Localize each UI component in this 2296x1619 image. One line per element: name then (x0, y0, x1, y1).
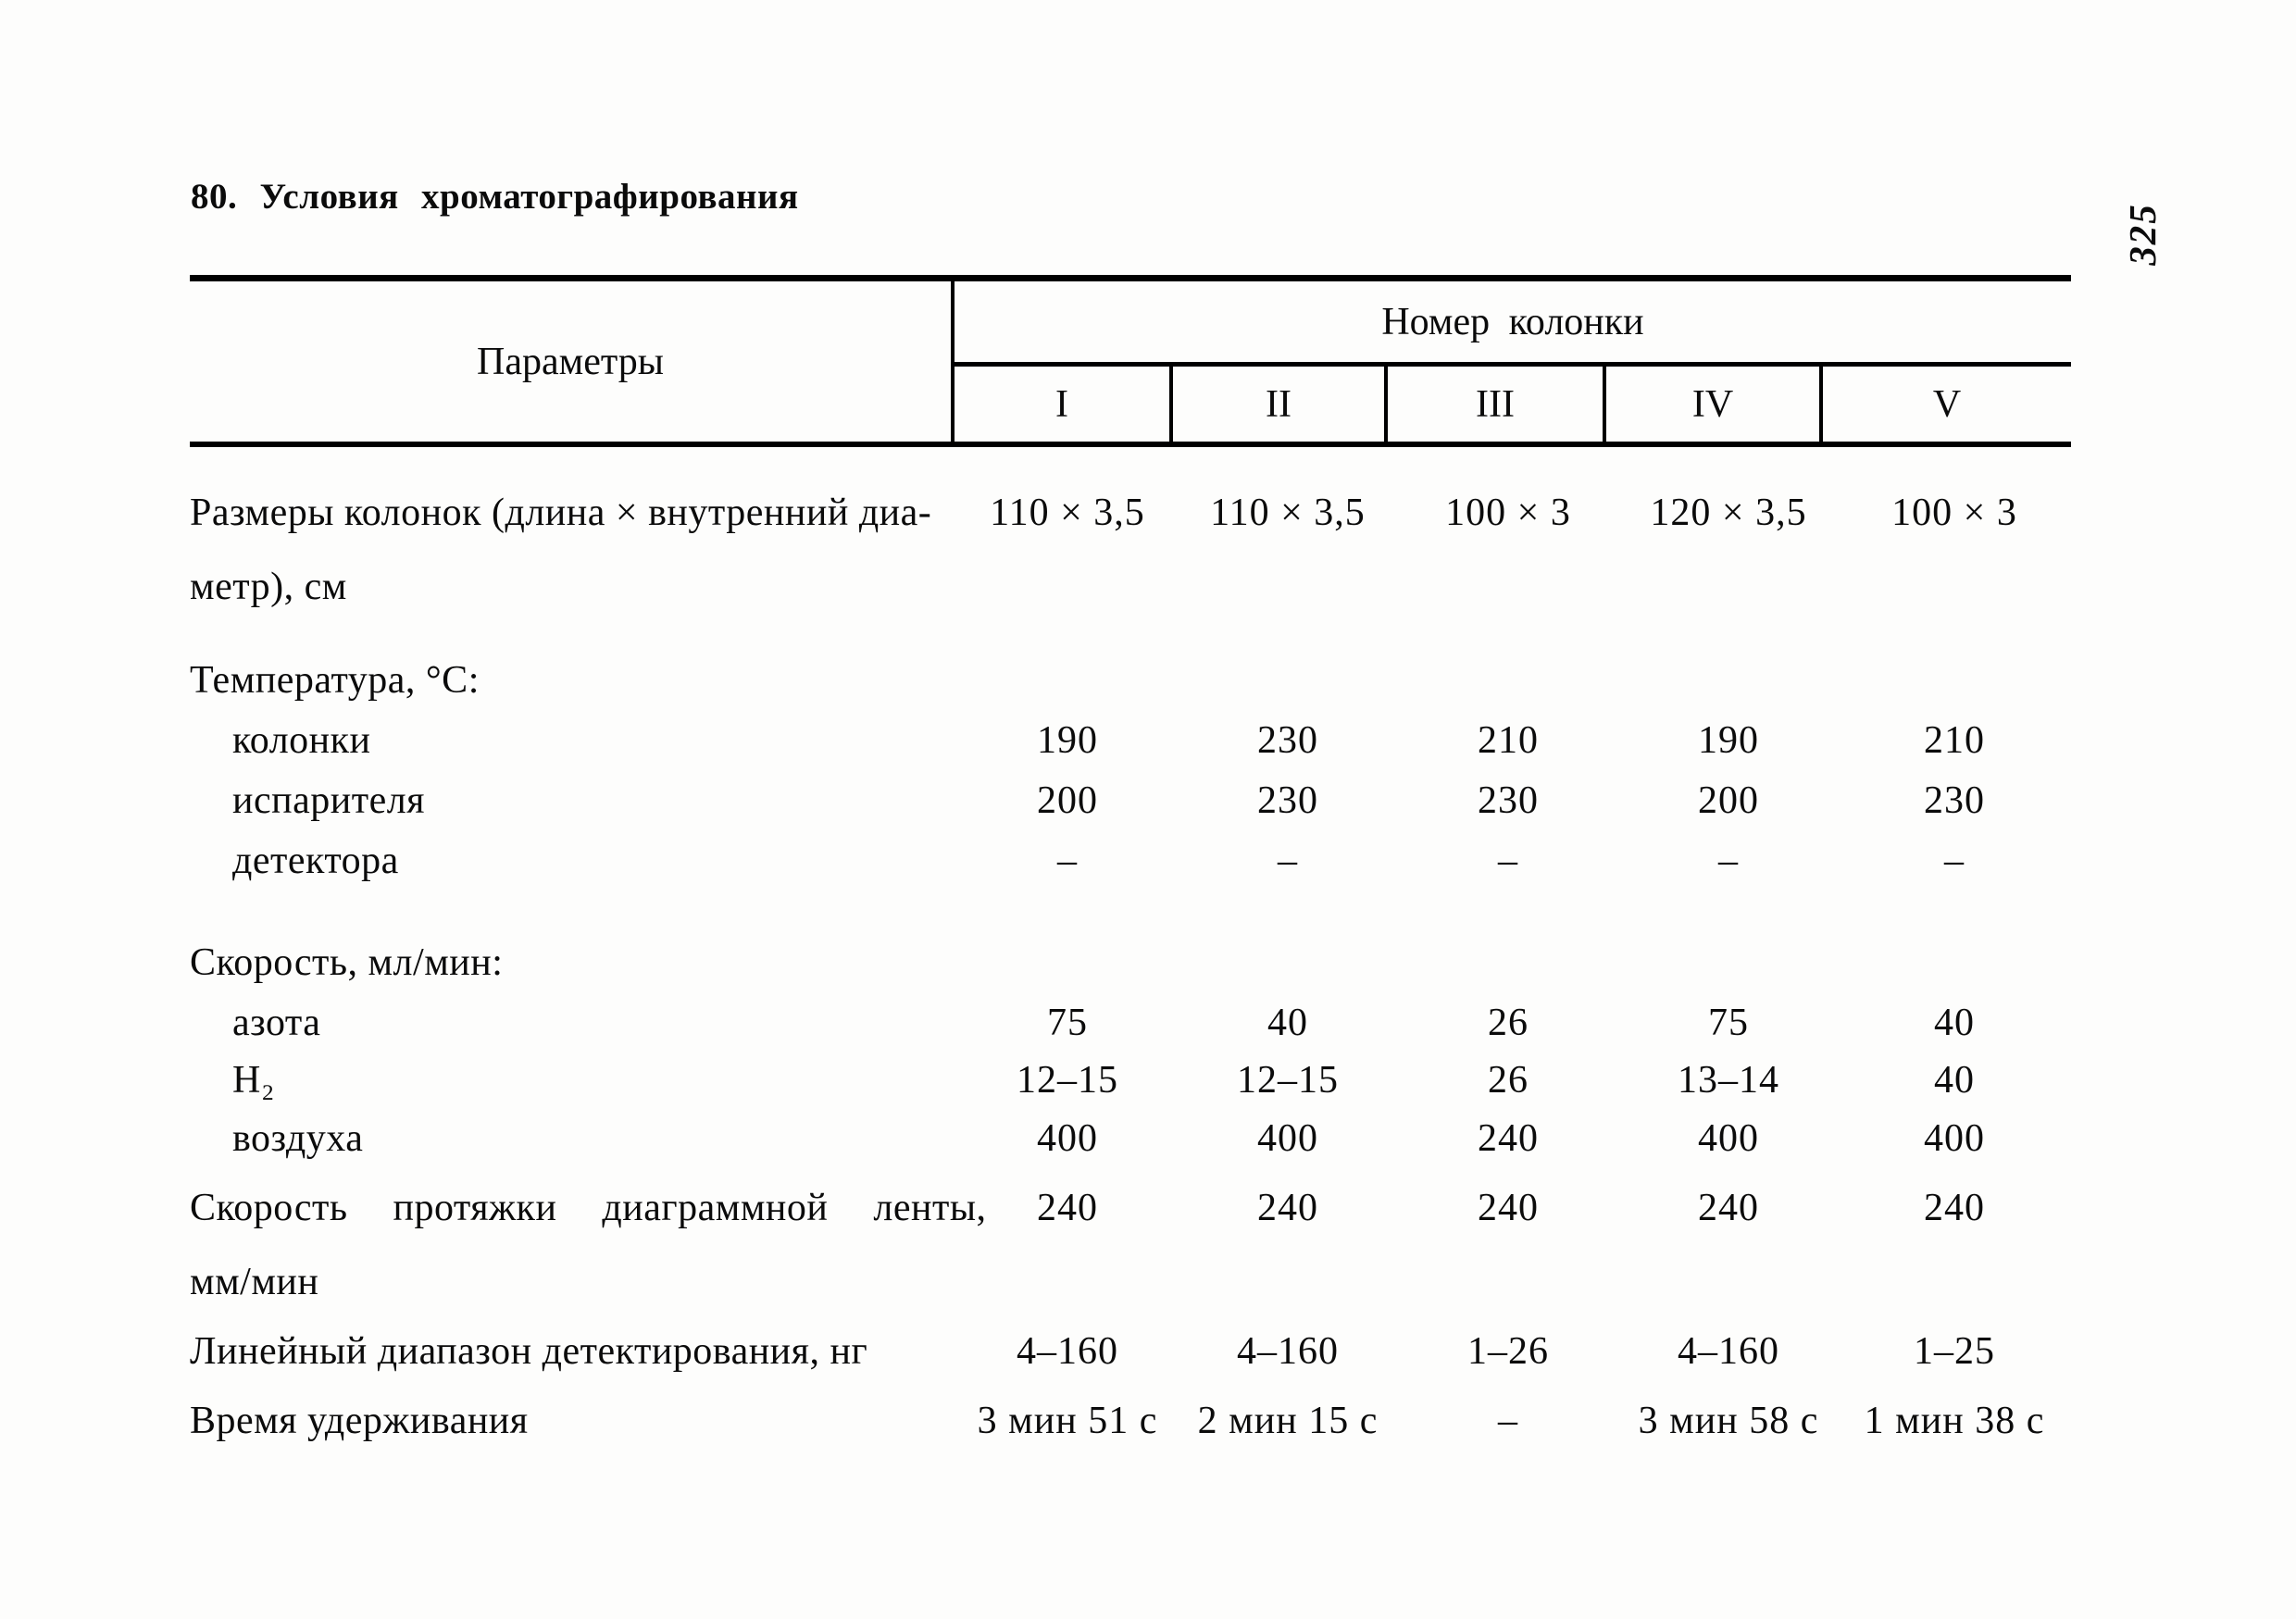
row-label: Размеры колонок (длина × внутренний диа- (190, 492, 932, 534)
cell-value: 190 (1698, 719, 1759, 762)
column-header-III: III (1388, 367, 1606, 442)
row-label: детектора (232, 840, 399, 882)
cell-value: 240 (1924, 1187, 1985, 1229)
cell-value: – (1944, 840, 1965, 882)
row-label-line2: метр), см (190, 566, 347, 608)
cell-value: 230 (1257, 779, 1318, 822)
cell-value: 75 (1047, 1002, 1088, 1044)
cell-value: 240 (1478, 1187, 1539, 1229)
column-header-IV: IV (1606, 367, 1823, 442)
cell-value: 240 (1698, 1187, 1759, 1229)
cell-value: – (1278, 840, 1298, 882)
cell-value: 230 (1924, 779, 1985, 822)
cell-value: 4–160 (1017, 1330, 1118, 1373)
cell-value: 13–14 (1678, 1059, 1779, 1102)
cell-value: 400 (1924, 1117, 1985, 1160)
header-subcolumns: I II III IV V (955, 367, 2071, 442)
column-header-V: V (1932, 382, 1962, 426)
cell-value: 4–160 (1678, 1330, 1779, 1373)
cell-value: 26 (1488, 1002, 1529, 1044)
cell-value: 210 (1924, 719, 1985, 762)
cell-value: 110 × 3,5 (990, 492, 1145, 534)
cell-value: 230 (1257, 719, 1318, 762)
row-label: Линейный диапазон детектирования, нг (190, 1330, 868, 1373)
row-label: колонки (232, 719, 371, 762)
cell-value: 100 × 3 (1445, 492, 1571, 534)
row-label: испарителя (232, 779, 425, 822)
cell-value: 12–15 (1237, 1059, 1339, 1102)
row-label-line2: мм/мин (190, 1261, 319, 1303)
cell-value: 40 (1267, 1002, 1308, 1044)
cell-value: 110 × 3,5 (1210, 492, 1366, 534)
cell-value: 200 (1698, 779, 1759, 822)
cell-value: 40 (1934, 1059, 1975, 1102)
cell-value: 120 × 3,5 (1650, 492, 1807, 534)
row-label: H₂ (232, 1059, 275, 1102)
cell-value: 1 мин 38 с (1864, 1400, 2045, 1442)
cell-value: 40 (1934, 1002, 1975, 1044)
column-header-II: II (1173, 367, 1388, 442)
cell-value: 400 (1257, 1117, 1318, 1160)
cell-value: – (1498, 1400, 1518, 1442)
cell-value: 2 мин 15 с (1197, 1400, 1379, 1442)
column-header-I: I (955, 367, 1173, 442)
cell-value: 4–160 (1237, 1330, 1339, 1373)
row-label: Скорость протяжки диаграммной ленты, (190, 1187, 987, 1229)
cell-value: 26 (1488, 1059, 1529, 1102)
cell-value: 230 (1478, 779, 1539, 822)
cell-value: 1–26 (1467, 1330, 1549, 1373)
cell-value: – (1718, 840, 1739, 882)
cell-value: 240 (1257, 1187, 1318, 1229)
header-column-group: Номер колонки I II III IV V (955, 281, 2071, 442)
section-label: Температура, °С: (190, 659, 480, 702)
cell-value: 400 (1698, 1117, 1759, 1160)
cell-value: 200 (1037, 779, 1098, 822)
cell-value: 12–15 (1017, 1059, 1118, 1102)
table-header: Параметры Номер колонки I II III IV V (190, 275, 2071, 447)
header-column-number-label: Номер колонки (955, 281, 2071, 367)
row-label: азота (232, 1002, 321, 1044)
chromatography-conditions-table: Параметры Номер колонки I II III IV V Ра… (190, 275, 2071, 1521)
cell-value: – (1057, 840, 1078, 882)
cell-value: 210 (1478, 719, 1539, 762)
cell-value: 100 × 3 (1891, 492, 2017, 534)
row-label: воздуха (232, 1117, 364, 1160)
cell-value: – (1498, 840, 1518, 882)
cell-value: 400 (1037, 1117, 1098, 1160)
cell-value: 3 мин 58 с (1638, 1400, 1819, 1442)
header-parameters: Параметры (190, 281, 955, 442)
cell-value: 240 (1478, 1117, 1539, 1160)
page-title: 80. Условия хроматографирования (191, 177, 799, 217)
cell-value: 190 (1037, 719, 1098, 762)
row-label: Время удерживания (190, 1400, 529, 1442)
cell-value: 1–25 (1914, 1330, 1995, 1373)
cell-value: 240 (1037, 1187, 1098, 1229)
cell-value: 3 мин 51 с (977, 1400, 1158, 1442)
cell-value: 75 (1708, 1002, 1749, 1044)
table-body: Размеры колонок (длина × внутренний диа-… (190, 447, 2071, 1521)
section-label: Скорость, мл/мин: (190, 941, 504, 984)
page-number: 325 (2121, 203, 2164, 266)
